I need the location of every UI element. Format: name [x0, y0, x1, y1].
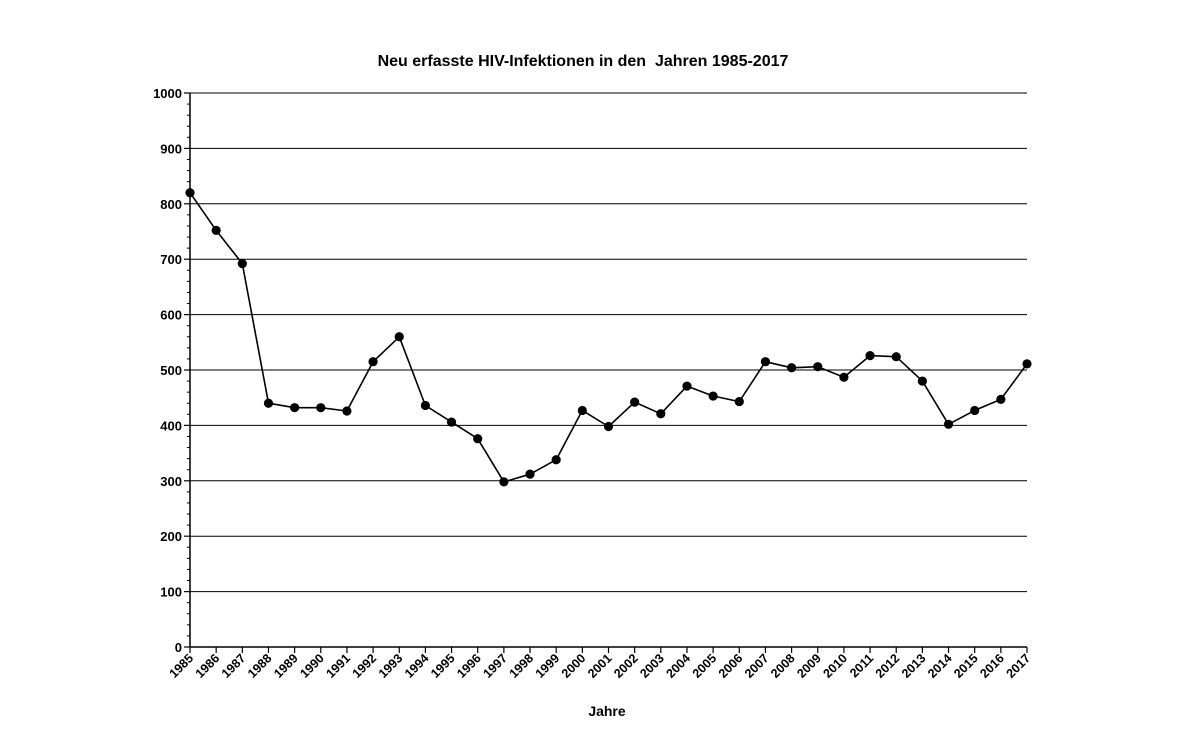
data-point	[342, 406, 352, 416]
series-line-group	[185, 188, 1032, 487]
y-tick-label: 700	[160, 252, 182, 267]
data-point	[316, 403, 326, 413]
x-tick-label: 2009	[794, 651, 824, 681]
x-tick-label: 1990	[297, 651, 327, 681]
x-tick-label: 2005	[690, 651, 720, 681]
data-point	[996, 394, 1006, 404]
x-tick-label: 1996	[454, 651, 484, 681]
data-point	[943, 419, 954, 429]
x-tick-label: 1992	[350, 651, 380, 681]
data-point	[185, 188, 195, 198]
data-point	[917, 376, 927, 386]
x-tick-label: 2008	[768, 651, 798, 681]
x-tick-label: 2010	[820, 651, 850, 681]
data-point	[473, 434, 483, 444]
data-point	[656, 409, 666, 419]
data-point	[865, 350, 875, 361]
x-tick-label: 2013	[899, 651, 929, 681]
data-point	[630, 397, 640, 407]
grid-lines	[190, 92, 1027, 593]
x-tick-label: 1991	[323, 651, 353, 681]
data-point	[839, 372, 849, 382]
data-point	[708, 391, 718, 401]
x-tick-label: 1994	[402, 651, 432, 681]
y-tick-label: 0	[175, 640, 182, 655]
series-line	[189, 192, 1028, 483]
x-tick-label: 1999	[533, 651, 563, 681]
x-tick-label: 2015	[951, 651, 981, 681]
y-tick-label: 600	[160, 308, 182, 323]
x-tick-label: 2014	[925, 651, 955, 681]
y-tick-label: 500	[160, 363, 182, 378]
x-axis-label: Jahre	[588, 703, 626, 719]
data-point	[499, 477, 509, 487]
data-point	[420, 400, 431, 411]
x-tick-label: 2001	[585, 651, 615, 681]
y-tick-label: 200	[160, 529, 182, 544]
data-point	[368, 357, 378, 367]
x-axis-ticks: 1985198619871988198919901991199219931994…	[167, 647, 1034, 681]
x-tick-label: 1998	[507, 651, 537, 681]
data-point	[682, 381, 692, 391]
x-tick-label: 1986	[193, 651, 223, 681]
x-tick-label: 2016	[977, 651, 1007, 681]
data-point	[577, 405, 587, 416]
x-tick-label: 2002	[611, 651, 641, 681]
x-tick-label: 2004	[664, 651, 694, 681]
data-point	[290, 403, 300, 413]
x-tick-label: 1993	[376, 651, 406, 681]
data-point	[551, 455, 561, 465]
y-tick-label: 400	[160, 418, 182, 433]
y-tick-label: 1000	[153, 86, 182, 101]
data-point	[211, 225, 221, 235]
data-point	[786, 363, 797, 373]
y-tick-label: 300	[160, 474, 182, 489]
x-tick-label: 1995	[428, 651, 458, 681]
data-point	[603, 421, 614, 432]
data-point	[891, 352, 901, 362]
x-tick-label: 1988	[245, 651, 275, 681]
data-point	[446, 417, 457, 427]
data-point	[813, 362, 823, 372]
x-tick-label: 1997	[480, 651, 510, 681]
chart-title: Neu erfasste HIV-Infektionen in den Jahr…	[378, 53, 789, 70]
x-tick-label: 1987	[219, 651, 249, 681]
x-tick-label: 2011	[847, 651, 876, 680]
y-tick-label: 100	[160, 585, 182, 600]
y-tick-label: 900	[160, 141, 182, 156]
data-point	[760, 357, 771, 367]
x-tick-label: 2017	[1004, 651, 1034, 681]
y-tick-label: 800	[160, 197, 182, 212]
data-point	[970, 405, 980, 416]
x-tick-label: 2003	[637, 651, 667, 681]
x-tick-label: 2007	[742, 651, 772, 681]
x-tick-label: 2012	[873, 651, 903, 681]
x-tick-label: 1989	[271, 651, 301, 681]
data-point	[1022, 359, 1032, 369]
data-point	[237, 259, 247, 269]
data-point	[263, 398, 274, 408]
x-tick-label: 2006	[716, 651, 746, 681]
data-point	[734, 396, 744, 407]
x-tick-label: 2000	[559, 651, 589, 681]
x-tick-label: 1985	[167, 651, 197, 681]
data-point	[525, 469, 535, 479]
data-point	[394, 332, 404, 342]
y-axis-ticks: 0 100 200 300 400 500 600 700 800 900 1000	[153, 86, 190, 655]
